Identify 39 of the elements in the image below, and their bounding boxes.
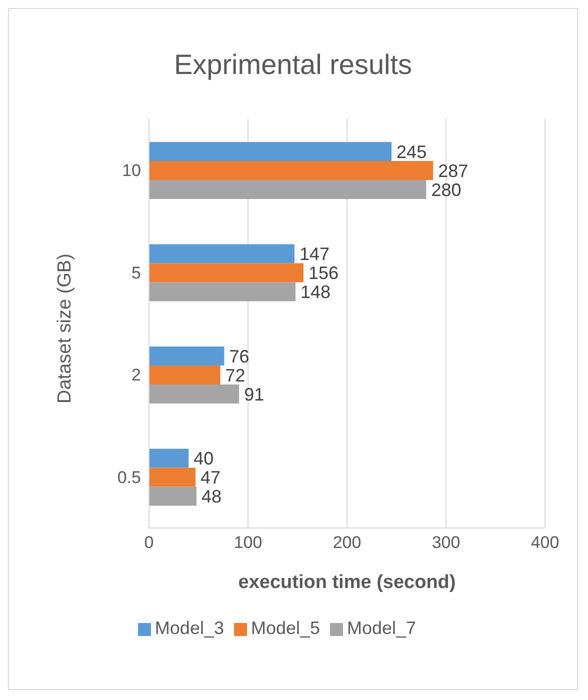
bar <box>149 486 197 506</box>
data-label: 47 <box>200 468 221 488</box>
bar <box>149 448 189 468</box>
bar <box>149 244 295 264</box>
data-label: 72 <box>225 365 246 386</box>
bar <box>149 384 240 404</box>
x-tick-label: 400 <box>530 533 560 552</box>
y-tick-label: 5 <box>132 263 141 282</box>
data-label: 148 <box>300 282 331 302</box>
bar <box>149 468 196 487</box>
bar <box>149 161 434 180</box>
bar <box>149 180 426 199</box>
y-tick-label: 10 <box>122 161 141 180</box>
data-label: 91 <box>244 384 264 404</box>
legend-label: Model_7 <box>347 618 416 638</box>
data-label: 280 <box>431 180 462 200</box>
bar <box>149 282 296 302</box>
data-label: 245 <box>396 142 427 162</box>
legend-label: Model_3 <box>154 618 224 638</box>
data-label: 40 <box>194 448 214 469</box>
bar <box>149 366 220 384</box>
data-label: 48 <box>202 486 222 507</box>
bar <box>149 263 304 282</box>
data-label: 156 <box>308 263 338 284</box>
x-axis-title: execution time (second) <box>238 572 456 593</box>
data-label: 287 <box>438 160 468 181</box>
legend-label: Model_5 <box>250 618 320 638</box>
x-tick-label: 200 <box>332 533 362 552</box>
x-tick-label: 300 <box>432 533 460 552</box>
data-label: 147 <box>300 244 330 264</box>
bar <box>149 346 224 366</box>
x-tick-label: 100 <box>234 533 262 552</box>
bar <box>149 142 392 161</box>
y-axis-title: Dataset size (GB) <box>54 254 76 404</box>
chart-title: Exprimental results <box>172 48 414 82</box>
data-label: 76 <box>229 346 250 366</box>
x-tick-label: 0 <box>144 533 154 552</box>
y-tick-label: 2 <box>132 366 141 385</box>
y-tick-label: 0.5 <box>117 468 141 487</box>
